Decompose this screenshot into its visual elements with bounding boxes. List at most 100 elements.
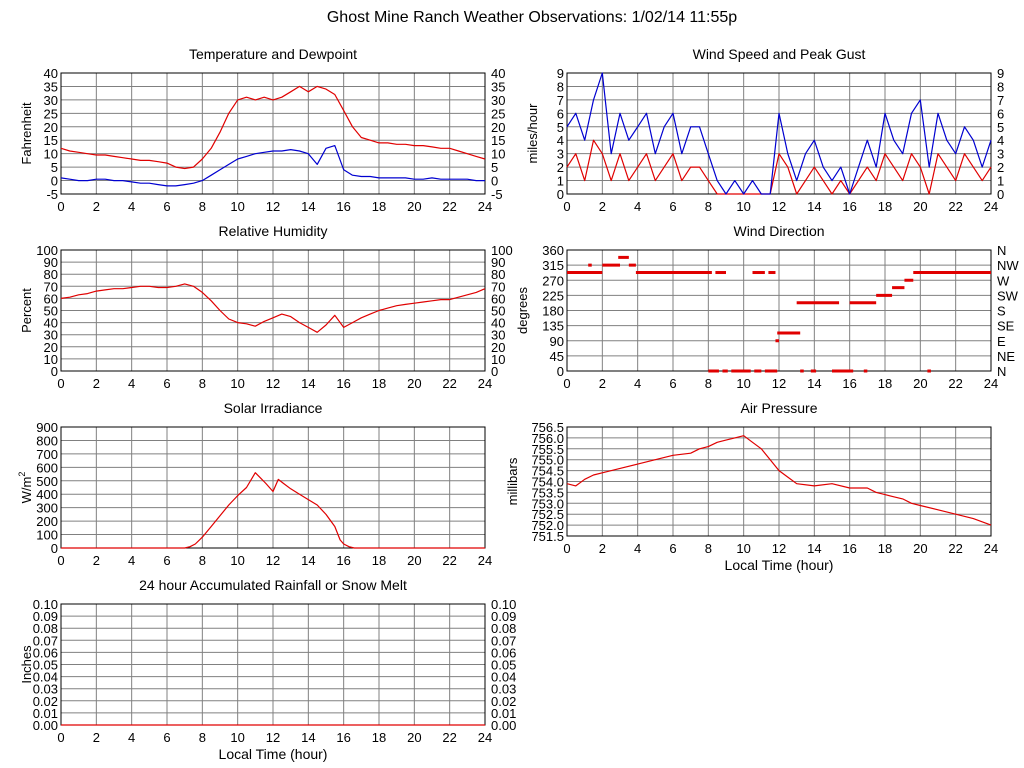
x-tick-label: 0 [57, 553, 64, 568]
x-tick-label: 24 [984, 199, 998, 214]
plot-frame [566, 72, 992, 195]
plot-frame [566, 249, 992, 372]
y-tick-label: 0.08 [33, 621, 58, 636]
chart-title: Wind Direction [733, 223, 824, 239]
x-tick-label: 10 [736, 541, 750, 556]
chart-rainfall: 24 hour Accumulated Rainfall or Snow Mel… [19, 577, 516, 762]
y-tick-label: 8 [557, 79, 564, 94]
y-tick-label: 751.5 [531, 529, 564, 544]
x-tick-label: 14 [301, 199, 315, 214]
y-tick-label-right: 5 [491, 160, 498, 175]
x-tick-label: 6 [163, 199, 170, 214]
x-tick-label: 14 [807, 199, 821, 214]
x-tick-label: 24 [478, 553, 492, 568]
x-tick-label: 8 [199, 199, 206, 214]
y-tick-label-right: 0 [491, 364, 498, 379]
x-tick-label: 8 [199, 376, 206, 391]
x-tick-label: 24 [984, 376, 998, 391]
x-tick-label: 18 [372, 730, 386, 745]
y-axis-label-superscript: 2 [17, 472, 27, 477]
y-tick-label: 180 [542, 304, 564, 319]
x-tick-label: 0 [563, 541, 570, 556]
x-tick-label: 0 [57, 376, 64, 391]
x-tick-label: 16 [336, 553, 350, 568]
y-tick-label: 0 [557, 364, 564, 379]
x-tick-label: 2 [93, 730, 100, 745]
x-tick-label: 20 [913, 199, 927, 214]
y-tick-label: 60 [44, 291, 58, 306]
y-tick-label-right: 20 [491, 120, 505, 135]
y-tick-label-right: 15 [491, 133, 505, 148]
y-tick-label-right: 0.04 [491, 670, 516, 685]
y-tick-label: 756.5 [531, 420, 564, 435]
x-tick-label: 14 [301, 553, 315, 568]
x-tick-label: 18 [372, 199, 386, 214]
y-tick-label: 754.0 [531, 475, 564, 490]
x-tick-label: 16 [336, 376, 350, 391]
x-tick-label: 0 [563, 199, 570, 214]
y-tick-label: 0.04 [33, 670, 58, 685]
x-tick-label: 14 [301, 730, 315, 745]
x-tick-label: 0 [57, 199, 64, 214]
x-tick-label: 4 [634, 199, 641, 214]
y-tick-label-right: 40 [491, 316, 505, 331]
y-tick-label: 90 [550, 334, 564, 349]
x-tick-label: 20 [407, 376, 421, 391]
y-tick-label: 800 [36, 433, 58, 448]
x-tick-label: 14 [807, 541, 821, 556]
x-tick-label: 8 [199, 730, 206, 745]
x-tick-label: 0 [57, 730, 64, 745]
x-tick-label: 20 [407, 553, 421, 568]
y-tick-label-right: 5 [997, 120, 1004, 135]
y-tick-label-right: 2 [997, 160, 1004, 175]
y-tick-label-right: 35 [491, 79, 505, 94]
x-tick-label: 22 [442, 376, 456, 391]
x-tick-label: 8 [199, 553, 206, 568]
y-tick-label: 30 [44, 328, 58, 343]
y-tick-label-right: 0 [491, 174, 498, 189]
y-tick-label: 754.5 [531, 464, 564, 479]
x-tick-label: 16 [842, 541, 856, 556]
y-tick-label-right: NE [997, 349, 1015, 364]
y-tick-label: 0.05 [33, 658, 58, 673]
x-tick-label: 0 [563, 376, 570, 391]
x-tick-label: 22 [948, 541, 962, 556]
y-tick-label-right: 0.02 [491, 694, 516, 709]
y-tick-label: 756.0 [531, 431, 564, 446]
y-tick-label: 15 [44, 133, 58, 148]
y-tick-label: 1 [557, 174, 564, 189]
y-axis-label: miles/hour [525, 103, 540, 164]
y-tick-label: 0.01 [33, 706, 58, 721]
y-tick-label: 752.0 [531, 518, 564, 533]
y-tick-label: 2 [557, 160, 564, 175]
y-tick-label: 50 [44, 304, 58, 319]
y-tick-label-right: 0.05 [491, 658, 516, 673]
y-tick-label: 0.07 [33, 633, 58, 648]
y-axis-label-text: Percent [19, 288, 34, 333]
y-tick-label: 0 [51, 364, 58, 379]
y-tick-label: 35 [44, 79, 58, 94]
x-tick-label: 4 [128, 553, 135, 568]
y-axis-label-text: miles/hour [525, 103, 540, 164]
x-tick-label: 10 [230, 730, 244, 745]
y-axis-label-text: Inches [19, 645, 34, 684]
x-tick-label: 4 [128, 376, 135, 391]
x-tick-label: 2 [599, 541, 606, 556]
x-tick-label: 18 [372, 376, 386, 391]
plot-frame [60, 249, 486, 372]
y-tick-label: 20 [44, 340, 58, 355]
chart-title: 24 hour Accumulated Rainfall or Snow Mel… [139, 577, 407, 593]
y-tick-label-right: 0.07 [491, 633, 516, 648]
y-tick-label-right: 8 [997, 79, 1004, 94]
y-tick-label: 200 [36, 514, 58, 529]
x-tick-label: 6 [163, 376, 170, 391]
chart-title: Wind Speed and Peak Gust [693, 46, 866, 62]
y-tick-label: 6 [557, 106, 564, 121]
series-line-blue [566, 72, 992, 195]
plot-frame [566, 426, 992, 537]
y-tick-label-right: 0.03 [491, 682, 516, 697]
x-tick-label: 4 [128, 199, 135, 214]
